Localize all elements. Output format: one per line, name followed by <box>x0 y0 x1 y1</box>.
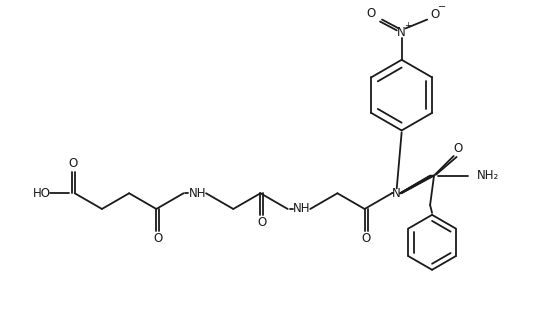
Text: N: N <box>392 187 401 200</box>
Text: O: O <box>366 7 376 20</box>
Text: O: O <box>362 232 371 245</box>
Text: O: O <box>430 8 440 21</box>
Text: NH: NH <box>189 187 206 200</box>
Text: N: N <box>397 26 406 39</box>
Text: −: − <box>438 2 446 12</box>
Text: O: O <box>153 232 163 245</box>
Text: O: O <box>257 216 267 229</box>
Text: HO: HO <box>33 187 50 200</box>
Text: +: + <box>404 21 411 30</box>
Text: O: O <box>69 157 78 170</box>
Text: NH₂: NH₂ <box>477 169 500 182</box>
Text: NH: NH <box>293 202 310 215</box>
Text: O: O <box>453 142 462 155</box>
